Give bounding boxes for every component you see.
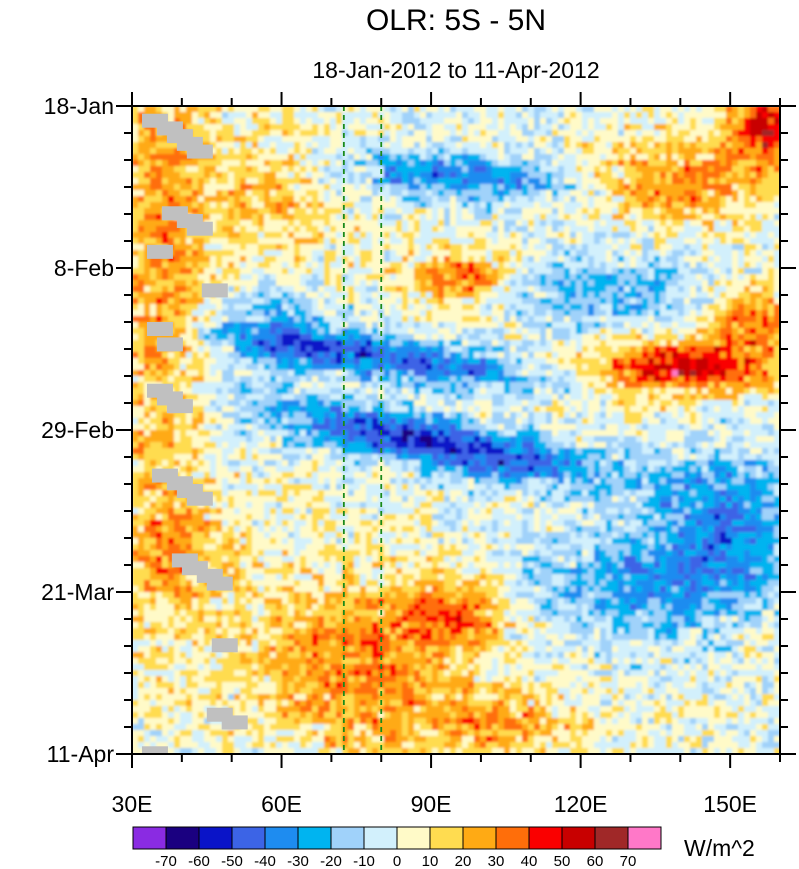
- y-tick-label: 11-Apr: [47, 741, 115, 767]
- heatmap-field: [132, 106, 780, 754]
- colorbar-swatch: [330, 826, 365, 850]
- y-tick-label: 29-Feb: [41, 417, 114, 443]
- y-tick-labels: 18-Jan 8-Feb 29-Feb 21-Mar 11-Apr: [41, 93, 114, 767]
- colorbar-label: -10: [353, 853, 375, 869]
- colorbar-label: 40: [521, 853, 538, 869]
- colorbar-label: -60: [188, 853, 210, 869]
- x-tick-label: 30E: [112, 791, 153, 817]
- x-tick-label: 150E: [703, 791, 757, 817]
- colorbar-label: 50: [554, 853, 571, 869]
- axis-ticks: [116, 92, 796, 768]
- colorbar-swatch: [165, 826, 200, 850]
- chart-title: OLR: 5S - 5N: [366, 4, 546, 37]
- colorbar-swatch: [132, 826, 167, 850]
- colorbar-label: 60: [587, 853, 604, 869]
- missing-data-cells: [141, 113, 248, 754]
- colorbar-label: -20: [320, 853, 342, 869]
- y-tick-label: 18-Jan: [44, 93, 114, 119]
- colorbar-label: -30: [287, 853, 309, 869]
- colorbar-label: -50: [221, 853, 243, 869]
- y-tick-label: 8-Feb: [54, 255, 114, 281]
- colorbar-swatch: [561, 826, 596, 850]
- colorbar-units: W/m^2: [684, 835, 755, 861]
- colorbar-swatch: [594, 826, 629, 850]
- colorbar-swatch: [627, 826, 662, 850]
- colorbar-swatch: [363, 826, 398, 850]
- colorbar-label: 0: [393, 853, 401, 869]
- colorbar-swatch: [297, 826, 332, 850]
- colorbar-swatch: [231, 826, 266, 850]
- chart-subtitle: 18-Jan-2012 to 11-Apr-2012: [312, 57, 599, 83]
- colorbar: -70 -60 -50 -40 -30 -20 -10 0 10 20 30 40 50 60 70: [132, 826, 662, 869]
- colorbar-swatch: [429, 826, 464, 850]
- colorbar-swatch: [495, 826, 530, 850]
- y-tick-label: 21-Mar: [41, 579, 114, 605]
- x-tick-label: 90E: [411, 791, 452, 817]
- colorbar-swatch: [462, 826, 497, 850]
- colorbar-swatch: [528, 826, 563, 850]
- colorbar-swatch: [396, 826, 431, 850]
- colorbar-label: 70: [620, 853, 637, 869]
- colorbar-swatch: [264, 826, 299, 850]
- colorbar-swatch: [198, 826, 233, 850]
- reference-lines: [342, 106, 383, 754]
- x-tick-label: 60E: [261, 791, 302, 817]
- x-tick-label: 120E: [554, 791, 608, 817]
- colorbar-label: -40: [254, 853, 276, 869]
- colorbar-label: 20: [455, 853, 472, 869]
- colorbar-label: -70: [155, 853, 177, 869]
- colorbar-label: 10: [422, 853, 439, 869]
- colorbar-label: 30: [488, 853, 505, 869]
- x-tick-labels: 30E 60E 90E 120E 150E: [112, 791, 757, 817]
